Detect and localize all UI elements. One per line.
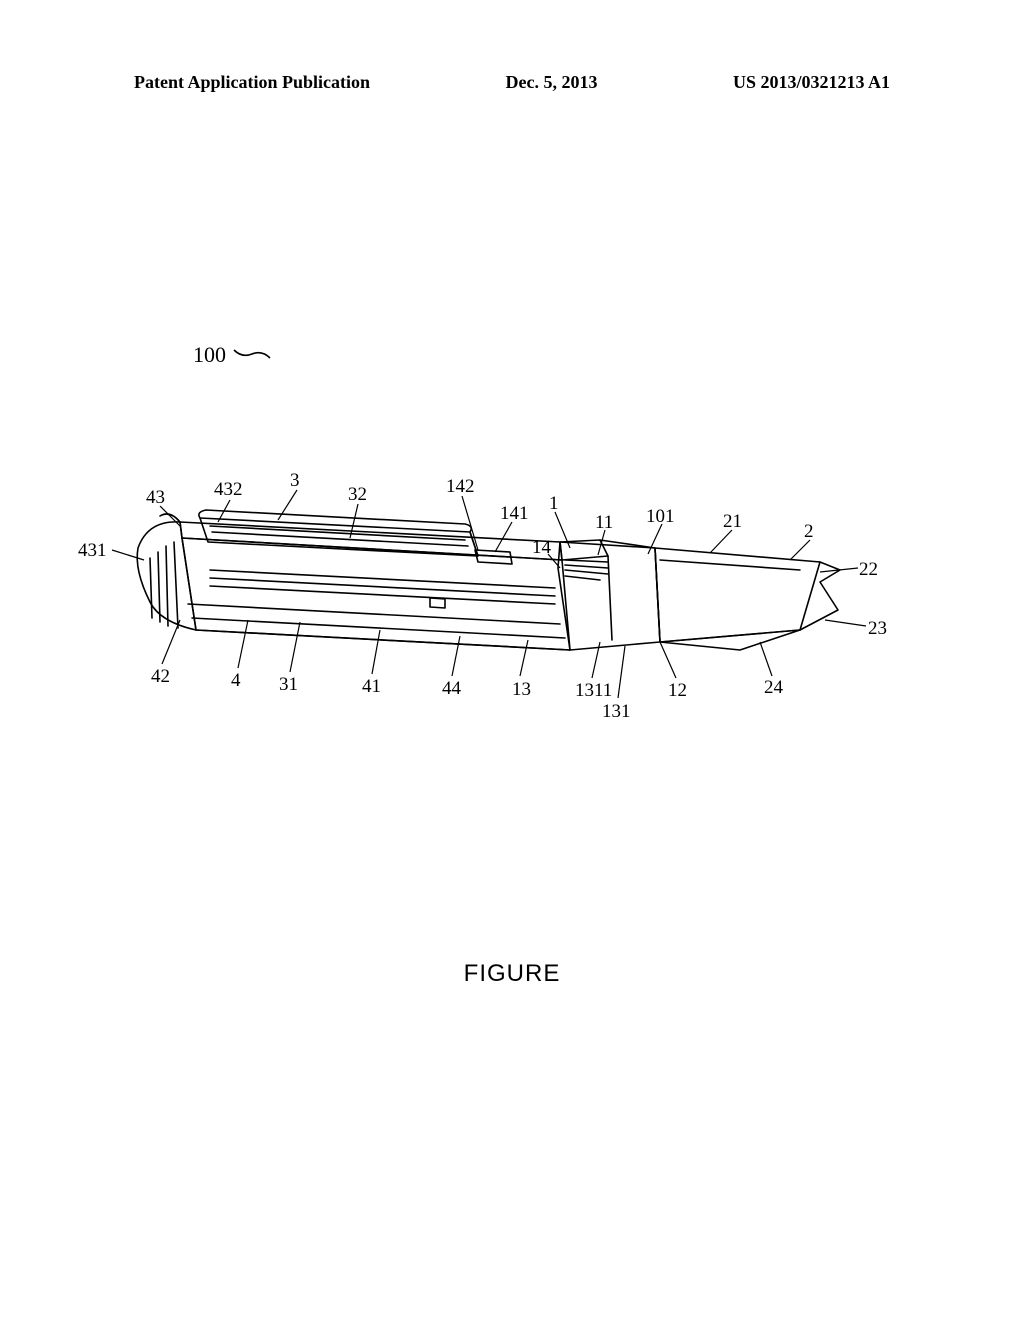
- ref-label-12: 12: [668, 680, 687, 702]
- ref-label-2: 2: [804, 521, 814, 543]
- ref-label-44: 44: [442, 678, 461, 700]
- page-header: Patent Application Publication Dec. 5, 2…: [0, 72, 1024, 93]
- header-publication-type: Patent Application Publication: [134, 72, 370, 93]
- figure-caption: FIGURE: [0, 960, 1024, 988]
- ref-label-42: 42: [151, 666, 170, 688]
- header-publication-number: US 2013/0321213 A1: [733, 72, 890, 93]
- ref-label-3: 3: [290, 470, 300, 492]
- ref-label-131: 131: [602, 701, 631, 723]
- ref-label-41: 41: [362, 676, 381, 698]
- ref-label-101: 101: [646, 506, 675, 528]
- ref-label-22: 22: [859, 559, 878, 581]
- ref-label-1: 1: [549, 493, 559, 515]
- header-date: Dec. 5, 2013: [506, 72, 598, 93]
- ref-label-21: 21: [723, 511, 742, 533]
- ref-label-13: 13: [512, 679, 531, 701]
- ref-label-14: 14: [532, 537, 551, 559]
- ref-label-32: 32: [348, 484, 367, 506]
- assembly-number: 100: [193, 342, 272, 368]
- ref-label-141: 141: [500, 503, 529, 525]
- ref-label-1311: 1311: [575, 680, 612, 702]
- ref-label-432: 432: [214, 479, 243, 501]
- ref-label-31: 31: [279, 674, 298, 696]
- ref-label-23: 23: [868, 618, 887, 640]
- ref-label-43: 43: [146, 487, 165, 509]
- ref-label-431: 431: [78, 540, 107, 562]
- ref-label-142: 142: [446, 476, 475, 498]
- ref-label-4: 4: [231, 670, 241, 692]
- ref-label-11: 11: [595, 512, 613, 534]
- assembly-number-text: 100: [193, 342, 226, 367]
- assembly-number-bracket-icon: [232, 348, 272, 362]
- ref-label-24: 24: [764, 677, 783, 699]
- patent-figure: 4343233214214111411101212222324121311311…: [100, 470, 930, 810]
